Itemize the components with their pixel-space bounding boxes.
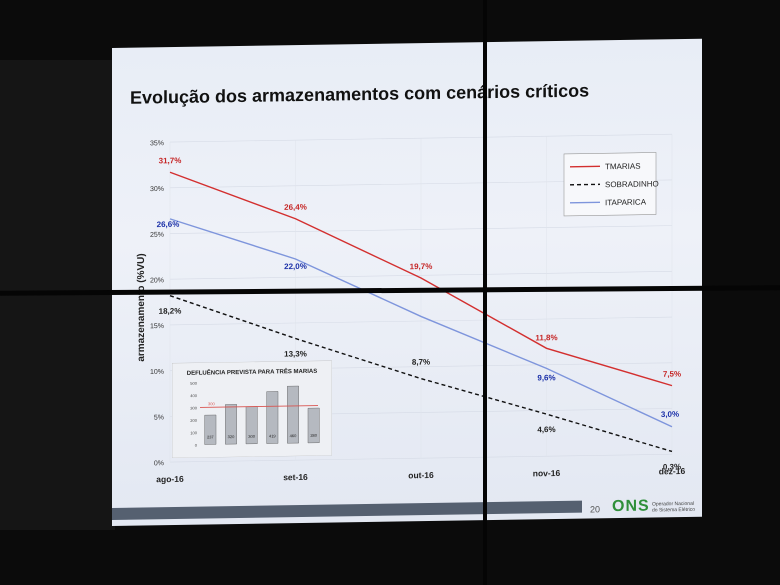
data-label-tmarias: 7,5% bbox=[663, 369, 681, 378]
series-line-tmarias bbox=[169, 171, 673, 387]
legend-box bbox=[563, 152, 657, 217]
inset-bar bbox=[307, 407, 320, 444]
data-label-tmarias: 11,8% bbox=[535, 333, 557, 342]
inset-y-tick-label: 500 bbox=[190, 381, 197, 386]
inset-bar bbox=[266, 391, 279, 444]
inset-bar-label: 460 bbox=[290, 433, 297, 438]
inset-y-ticks: 0 100 200 300 400 500 bbox=[190, 381, 197, 448]
data-label-sobradinho: 0,3% bbox=[663, 462, 681, 471]
inset-bar-label: 300 bbox=[248, 434, 255, 439]
inset-bar-label: 320 bbox=[228, 434, 235, 439]
inset-y-tick-label: 300 bbox=[190, 405, 197, 410]
x-tick-label: nov-16 bbox=[533, 468, 561, 478]
legend-label-itaparica: ITAPARICA bbox=[605, 198, 647, 208]
y-axis-label: armazenamento (%VU) bbox=[136, 253, 147, 362]
inset-reference-label: 300 bbox=[208, 401, 215, 406]
x-tick-label: set-16 bbox=[283, 472, 308, 482]
inset-title: DEFLUÊNCIA PREVISTA PARA TRÊS MARIAS bbox=[187, 367, 317, 377]
y-tick-label: 10% bbox=[150, 369, 164, 376]
inset-y-tick-label: 100 bbox=[190, 430, 197, 435]
chart-series bbox=[169, 171, 673, 453]
data-label-tmarias: 19,7% bbox=[410, 262, 433, 271]
y-tick-label: 35% bbox=[150, 140, 164, 147]
y-tick-label: 0% bbox=[154, 460, 164, 467]
series-line-itaparica bbox=[169, 218, 673, 428]
inset-y-tick-label: 200 bbox=[190, 418, 197, 423]
ons-logo: ONS bbox=[612, 497, 650, 516]
data-label-itaparica: 9,6% bbox=[537, 373, 555, 382]
inset-y-tick-label: 400 bbox=[190, 393, 197, 398]
legend-label-sobradinho: SOBRADINHO bbox=[605, 179, 659, 189]
y-tick-label: 30% bbox=[150, 186, 164, 193]
data-label-sobradinho: 18,2% bbox=[159, 307, 182, 316]
data-label-sobradinho: 8,7% bbox=[412, 357, 430, 366]
inset-reference-line: 300 bbox=[200, 401, 318, 408]
y-tick-label: 15% bbox=[150, 323, 164, 330]
y-tick-label: 25% bbox=[150, 232, 164, 239]
x-tick-label: ago-16 bbox=[156, 474, 184, 484]
x-tick-label: out-16 bbox=[408, 470, 434, 480]
data-label-itaparica: 26,6% bbox=[157, 220, 180, 229]
x-axis-ticks: ago-16 set-16 out-16 nov-16 dez-16 bbox=[156, 466, 685, 484]
inset-bar-chart: DEFLUÊNCIA PREVISTA PARA TRÊS MARIAS 0 10… bbox=[172, 360, 332, 459]
inset-reference-line-mark bbox=[200, 405, 318, 408]
inset-bars: 237 320 300 419 460 280 bbox=[204, 385, 320, 445]
inset-bar bbox=[287, 385, 299, 444]
y-axis-ticks: 0% 5% 10% 15% 20% 25% 30% 35% bbox=[150, 140, 164, 467]
data-labels: 31,7% 26,4% 19,7% 11,8% 7,5% 18,2% 13,3% 8,7% 4,… bbox=[157, 156, 681, 472]
presentation-slide: Evolução dos armazenamentos com cenários… bbox=[112, 38, 702, 527]
footer-bar bbox=[112, 500, 582, 520]
inset-bar-label: 419 bbox=[269, 433, 276, 438]
x-tick-label: dez-16 bbox=[659, 466, 686, 476]
inset-bar-label: 280 bbox=[310, 433, 317, 438]
page-number: 20 bbox=[590, 504, 601, 515]
data-label-tmarias: 31,7% bbox=[159, 156, 182, 165]
screen-bezel-vertical bbox=[483, 0, 487, 585]
data-label-sobradinho: 4,6% bbox=[537, 425, 555, 434]
logo-subtitle: Operador Nacional do Sistema Elétrico bbox=[652, 500, 696, 514]
y-tick-label: 5% bbox=[154, 414, 164, 421]
inset-bar-label: 237 bbox=[207, 434, 214, 439]
chart-legend: TMARIAS SOBRADINHO ITAPARICA bbox=[563, 152, 659, 217]
inset-bar bbox=[225, 404, 237, 445]
legend-label-tmarias: TMARIAS bbox=[605, 162, 641, 172]
data-label-itaparica: 22,0% bbox=[284, 262, 307, 271]
y-tick-label: 20% bbox=[150, 277, 164, 284]
inset-bar bbox=[204, 414, 217, 445]
data-label-sobradinho: 13,3% bbox=[284, 349, 307, 358]
inset-y-tick-label: 0 bbox=[195, 443, 198, 448]
data-label-tmarias: 26,4% bbox=[284, 203, 307, 212]
data-label-itaparica: 3,0% bbox=[661, 410, 679, 419]
